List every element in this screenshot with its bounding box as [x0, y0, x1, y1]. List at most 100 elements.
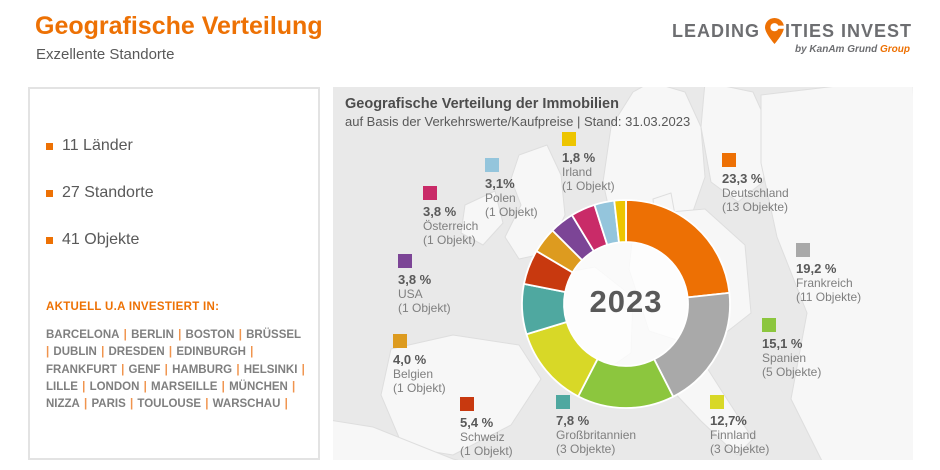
- city-name: EDINBURGH: [176, 346, 246, 359]
- city-list: BARCELONA | BERLIN | BOSTON | BRÜSSEL | …: [46, 327, 308, 413]
- segment-percent: 3,8 %: [398, 272, 432, 287]
- city-separator: |: [165, 346, 176, 359]
- city-name: MÜNCHEN: [229, 380, 288, 393]
- city-name: BERLIN: [131, 329, 174, 341]
- fact-item: 27 Standorte: [46, 184, 318, 202]
- city-separator: |: [126, 398, 137, 410]
- segment-object-count: (13 Objekte): [722, 200, 789, 215]
- chart-subtitle: auf Basis der Verkehrswerte/Kaufpreise |…: [345, 114, 691, 129]
- segment-object-count: (5 Objekte): [762, 365, 822, 380]
- donut-chart: [521, 199, 731, 409]
- fact-label: 27 Standorte: [62, 184, 154, 201]
- segment-percent: 15,1 %: [762, 336, 803, 351]
- fact-item: 41 Objekte: [46, 231, 318, 249]
- city-separator: |: [161, 363, 172, 376]
- segment-percent: 12,7%: [710, 413, 747, 428]
- city-name: HAMBURG: [172, 363, 233, 376]
- segment-label-usa: 3,8 % USA (1 Objekt): [398, 254, 518, 316]
- city-separator: |: [298, 363, 305, 376]
- logo-text-leading: LEADING: [671, 20, 760, 41]
- city-name: MARSEILLE: [151, 380, 218, 393]
- city-separator: |: [246, 346, 254, 359]
- segment-object-count: (1 Objekt): [485, 205, 538, 220]
- city-separator: |: [117, 363, 128, 376]
- segment-object-count: (1 Objekt): [393, 381, 446, 396]
- city-name: PARIS: [91, 398, 126, 410]
- segment-label-deutschland: 23,3 % Deutschland (13 Objekte): [722, 153, 842, 215]
- segment-percent: 7,8 %: [556, 413, 590, 428]
- segment-percent: 3,1%: [485, 176, 515, 191]
- segment-percent: 4,0 %: [393, 352, 427, 367]
- legend-swatch-icon: [460, 397, 474, 411]
- legend-swatch-icon: [722, 153, 736, 167]
- city-separator: |: [218, 380, 229, 393]
- donut-segment-irland: [613, 199, 627, 244]
- fact-label: 41 Objekte: [62, 231, 140, 248]
- logo-tagline-group: Group: [880, 44, 910, 55]
- city-name: TOULOUSE: [137, 398, 202, 410]
- segment-country: Schweiz: [460, 430, 505, 445]
- segment-country: Finnland: [710, 428, 757, 443]
- segment-object-count: (3 Objekte): [710, 442, 770, 457]
- bullet-square-icon: [46, 236, 53, 244]
- brand-logo-text: LEADING ITIES INVEST: [672, 18, 912, 44]
- fact-item: 11 Länder: [46, 137, 318, 155]
- brand-logo: LEADING ITIES INVEST by KanAm Grund Grou…: [672, 18, 912, 55]
- facts-panel: 11 Länder 27 Standorte 41 Objekte AKTUELL …: [28, 87, 320, 460]
- city-separator: |: [78, 380, 89, 393]
- bullet-square-icon: [46, 142, 53, 150]
- segment-country: Belgien: [393, 367, 434, 382]
- city-name: LILLE: [46, 380, 78, 393]
- segment-object-count: (1 Objekt): [423, 233, 476, 248]
- legend-swatch-icon: [398, 254, 412, 268]
- segment-label-spanien: 15,1 % Spanien (5 Objekte): [762, 318, 882, 380]
- segment-percent: 1,8 %: [562, 150, 596, 165]
- segment-country: Irland: [562, 165, 593, 180]
- segment-percent: 19,2 %: [796, 261, 837, 276]
- segment-label-belgien: 4,0 % Belgien (1 Objekt): [393, 334, 513, 396]
- donut-center-year: 2023: [589, 284, 663, 319]
- city-name: BOSTON: [185, 329, 235, 341]
- segment-country: Polen: [485, 191, 516, 206]
- segment-label-finnland: 12,7% Finnland (3 Objekte): [710, 395, 830, 457]
- city-name: BARCELONA: [46, 329, 120, 341]
- segment-object-count: (1 Objekt): [460, 444, 513, 459]
- segment-label-frankreich: 19,2 % Frankreich (11 Objekte): [796, 243, 913, 305]
- chart-title: Geografische Verteilung der Immobilien: [345, 96, 619, 112]
- city-separator: |: [46, 346, 53, 359]
- segment-percent: 3,8 %: [423, 204, 457, 219]
- segment-country: Spanien: [762, 351, 807, 366]
- legend-swatch-icon: [485, 158, 499, 172]
- city-name: WARSCHAU: [212, 398, 281, 410]
- segment-label-polen: 3,1% Polen (1 Objekt): [485, 158, 605, 220]
- city-separator: |: [97, 346, 108, 359]
- segment-percent: 23,3 %: [722, 171, 763, 186]
- city-name: LONDON: [89, 380, 140, 393]
- legend-swatch-icon: [762, 318, 776, 332]
- facts-list: 11 Länder 27 Standorte 41 Objekte: [46, 137, 318, 249]
- city-separator: |: [80, 398, 91, 410]
- fact-label: 11 Länder: [62, 137, 133, 154]
- city-separator: |: [120, 329, 131, 341]
- city-separator: |: [288, 380, 296, 393]
- city-separator: |: [174, 329, 185, 341]
- city-separator: |: [233, 363, 243, 376]
- legend-swatch-icon: [710, 395, 724, 409]
- segment-label-schweiz: 5,4 % Schweiz (1 Objekt): [460, 397, 580, 459]
- segment-country: USA: [398, 287, 423, 302]
- logo-tagline: by KanAm Grund Group: [794, 44, 910, 55]
- segment-object-count: (3 Objekte): [556, 442, 616, 457]
- city-name: HELSINKI: [243, 363, 298, 376]
- legend-swatch-icon: [423, 186, 437, 200]
- segment-object-count: (1 Objekt): [562, 179, 615, 194]
- segment-country: Großbritannien: [556, 428, 637, 443]
- logo-text-ities-invest: ITIES INVEST: [784, 20, 912, 41]
- city-name: DRESDEN: [108, 346, 165, 359]
- bullet-square-icon: [46, 189, 53, 197]
- city-name: FRANKFURT: [46, 363, 117, 376]
- segment-label-österreich: 3,8 % Österreich (1 Objekt): [423, 186, 543, 248]
- segment-label-irland: 1,8 % Irland (1 Objekt): [562, 132, 682, 194]
- legend-swatch-icon: [393, 334, 407, 348]
- city-name: DUBLIN: [53, 346, 97, 359]
